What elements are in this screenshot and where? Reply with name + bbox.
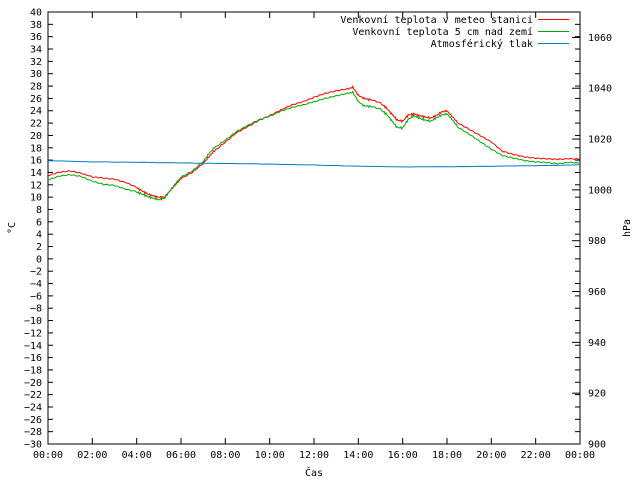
y-tick-label: 18: [30, 143, 42, 154]
y-tick-label: 10: [30, 193, 42, 204]
x-tick-label: 18:00: [432, 450, 462, 461]
y-tick-label: 12: [30, 180, 42, 191]
y-tick-label: 38: [30, 20, 42, 31]
x-axis-ticks: 00:00 02:00 04:00 06:00 08:00 10:00 12:00 14:00…: [33, 12, 595, 461]
x-tick-label: 20:00: [476, 450, 506, 461]
y-tick-label: 16: [30, 156, 42, 167]
x-tick-label: 06:00: [166, 450, 196, 461]
legend-label: Venkovní teplota v meteo stanici: [340, 14, 533, 26]
x-axis-label: Čas: [305, 466, 323, 479]
y-tick-label: −10: [24, 316, 42, 327]
y-tick-label: 34: [30, 45, 42, 56]
y-tick-label: 30: [30, 69, 42, 80]
y-tick-label: 6: [36, 217, 42, 228]
y2-tick-label: 1040: [588, 84, 612, 95]
y-tick-label: 32: [30, 57, 42, 68]
y2-tick-label: 980: [588, 236, 606, 247]
y-tick-label: −8: [30, 304, 42, 315]
y-tick-label: −20: [24, 378, 42, 389]
y-tick-label: 28: [30, 82, 42, 93]
y2-tick-label: 920: [588, 389, 606, 400]
y-tick-label: −12: [24, 328, 42, 339]
x-tick-label: 12:00: [299, 450, 329, 461]
y-tick-label: 4: [36, 230, 42, 241]
y-tick-label: −16: [24, 353, 42, 364]
y2-tick-label: 1020: [588, 135, 612, 146]
y-tick-label: −28: [24, 427, 42, 438]
x-tick-label: 14:00: [343, 450, 373, 461]
y-tick-label: 14: [30, 168, 42, 179]
y2-tick-label: 1060: [588, 33, 612, 44]
x-tick-label: 10:00: [255, 450, 285, 461]
x-tick-label: 04:00: [122, 450, 152, 461]
x-tick-label: 00:00: [565, 450, 595, 461]
y-tick-label: −26: [24, 415, 42, 426]
y-tick-label: −30: [24, 440, 42, 451]
y-tick-label: 26: [30, 94, 42, 105]
legend: Venkovní teplota v meteo staniciVenkovní…: [340, 14, 569, 50]
y-axis-label: °C: [7, 222, 18, 234]
y-tick-label: −24: [24, 402, 42, 413]
y-tick-label: −14: [24, 341, 42, 352]
y-tick-label: 0: [36, 254, 42, 265]
y-tick-label: −2: [30, 267, 42, 278]
y2-tick-label: 960: [588, 287, 606, 298]
y-tick-label: 36: [30, 32, 42, 43]
y2-tick-label: 940: [588, 338, 606, 349]
plot-frame: [47, 11, 581, 445]
y-tick-label: −6: [30, 291, 42, 302]
y-axis-ticks: −30−28−26−24−22−20−18−16−14−12−10−8−6−4−…: [24, 8, 580, 451]
legend-label: Atmosférický tlak: [431, 38, 533, 50]
y-tick-label: 24: [30, 106, 42, 117]
y-tick-label: −4: [30, 279, 42, 290]
y-tick-label: 20: [30, 131, 42, 142]
y2-tick-label: 1000: [588, 185, 612, 196]
x-tick-label: 22:00: [521, 450, 551, 461]
series-line-1: [48, 85, 581, 199]
y-tick-label: 22: [30, 119, 42, 130]
y-tick-label: 40: [30, 8, 42, 19]
y-tick-label: −18: [24, 365, 42, 376]
x-tick-label: 00:00: [33, 450, 63, 461]
legend-label: Venkovní teplota 5 cm nad zemí: [352, 26, 533, 38]
y-tick-label: −22: [24, 390, 42, 401]
series-line-2: [47, 90, 581, 201]
y-tick-label: 2: [36, 242, 42, 253]
y2-axis-ticks: 900 920 940 960 980 1000 1020 1040 1060: [572, 33, 612, 451]
y2-axis-label: hPa: [622, 219, 633, 237]
series-lines: [47, 85, 581, 201]
x-tick-label: 02:00: [77, 450, 107, 461]
y2-tick-label: 900: [588, 440, 606, 451]
x-tick-label: 16:00: [388, 450, 418, 461]
y-tick-label: 8: [36, 205, 42, 216]
x-tick-label: 08:00: [210, 450, 240, 461]
series-line-3: [47, 160, 581, 168]
